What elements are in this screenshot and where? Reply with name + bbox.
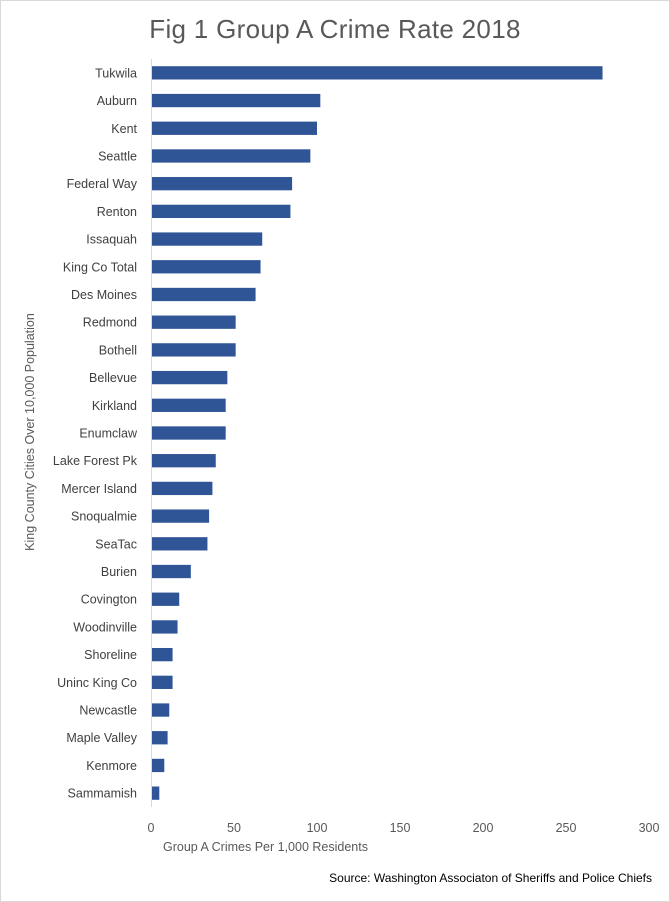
- category-label: Lake Forest Pk: [53, 454, 138, 468]
- category-label: Kenmore: [86, 759, 137, 773]
- category-label: Maple Valley: [66, 731, 137, 745]
- bar-covington: [152, 592, 180, 606]
- bar-kirkland: [152, 398, 226, 412]
- bar-uninc-king-co: [152, 675, 173, 689]
- bar-federal-way: [152, 177, 293, 191]
- x-tick-label: 200: [473, 821, 494, 835]
- bar-snoqualmie: [152, 509, 210, 523]
- x-tick-label: 250: [556, 821, 577, 835]
- category-label: Sammamish: [68, 787, 138, 801]
- x-tick-label: 50: [227, 821, 241, 835]
- category-label: Uninc King Co: [57, 676, 137, 690]
- bar-king-co-total: [152, 260, 261, 274]
- bar-renton: [152, 204, 291, 219]
- category-label: Des Moines: [71, 288, 137, 302]
- category-label: King Co Total: [63, 260, 137, 274]
- category-label: Redmond: [83, 316, 137, 330]
- bar-tukwila: [152, 66, 603, 80]
- bar-auburn: [152, 93, 321, 108]
- category-label: Shoreline: [84, 648, 137, 662]
- bar-burien: [152, 564, 191, 579]
- bar-bothell: [152, 343, 236, 357]
- bar-issaquah: [152, 232, 263, 246]
- category-label: Enumclaw: [79, 427, 138, 441]
- category-label: Woodinville: [73, 620, 137, 634]
- category-label: Newcastle: [79, 704, 137, 718]
- x-tick-label: 0: [148, 821, 155, 835]
- category-label: Kent: [111, 122, 137, 136]
- bar-maple-valley: [152, 731, 168, 745]
- bar-enumclaw: [152, 426, 226, 440]
- category-label: Covington: [81, 593, 137, 607]
- category-label: Seattle: [98, 149, 137, 163]
- bar-sammamish: [152, 786, 160, 800]
- x-tick-label: 300: [639, 821, 660, 835]
- bar-seattle: [152, 149, 311, 163]
- bar-shoreline: [152, 647, 173, 662]
- bar-bellevue: [152, 370, 228, 385]
- category-label: Snoqualmie: [71, 510, 137, 524]
- bar-kent: [152, 121, 317, 135]
- bar-newcastle: [152, 703, 170, 717]
- category-label: Issaquah: [86, 233, 137, 247]
- x-axis-label: Group A Crimes Per 1,000 Residents: [163, 840, 368, 854]
- x-tick-label: 150: [390, 821, 411, 835]
- chart-title: Fig 1 Group A Crime Rate 2018: [149, 14, 521, 44]
- bar-mercer-island: [152, 481, 213, 496]
- source-note: Source: Washington Associaton of Sheriff…: [329, 871, 652, 885]
- category-label: Bellevue: [89, 371, 137, 385]
- bar-lake-forest-pk: [152, 454, 216, 468]
- category-label: SeaTac: [95, 537, 137, 551]
- category-label: Bothell: [99, 343, 137, 357]
- category-label: Renton: [97, 205, 137, 219]
- category-label: Federal Way: [67, 177, 138, 191]
- category-label: Kirkland: [92, 399, 137, 413]
- bar-des-moines: [152, 287, 256, 302]
- category-label: Burien: [101, 565, 137, 579]
- category-label: Mercer Island: [61, 482, 137, 496]
- bar-woodinville: [152, 620, 178, 634]
- bar-kenmore: [152, 758, 165, 773]
- x-tick-label: 100: [307, 821, 328, 835]
- category-label: Tukwila: [95, 66, 137, 80]
- bar-redmond: [152, 315, 236, 329]
- category-label: Auburn: [97, 94, 137, 108]
- bar-seatac: [152, 537, 208, 551]
